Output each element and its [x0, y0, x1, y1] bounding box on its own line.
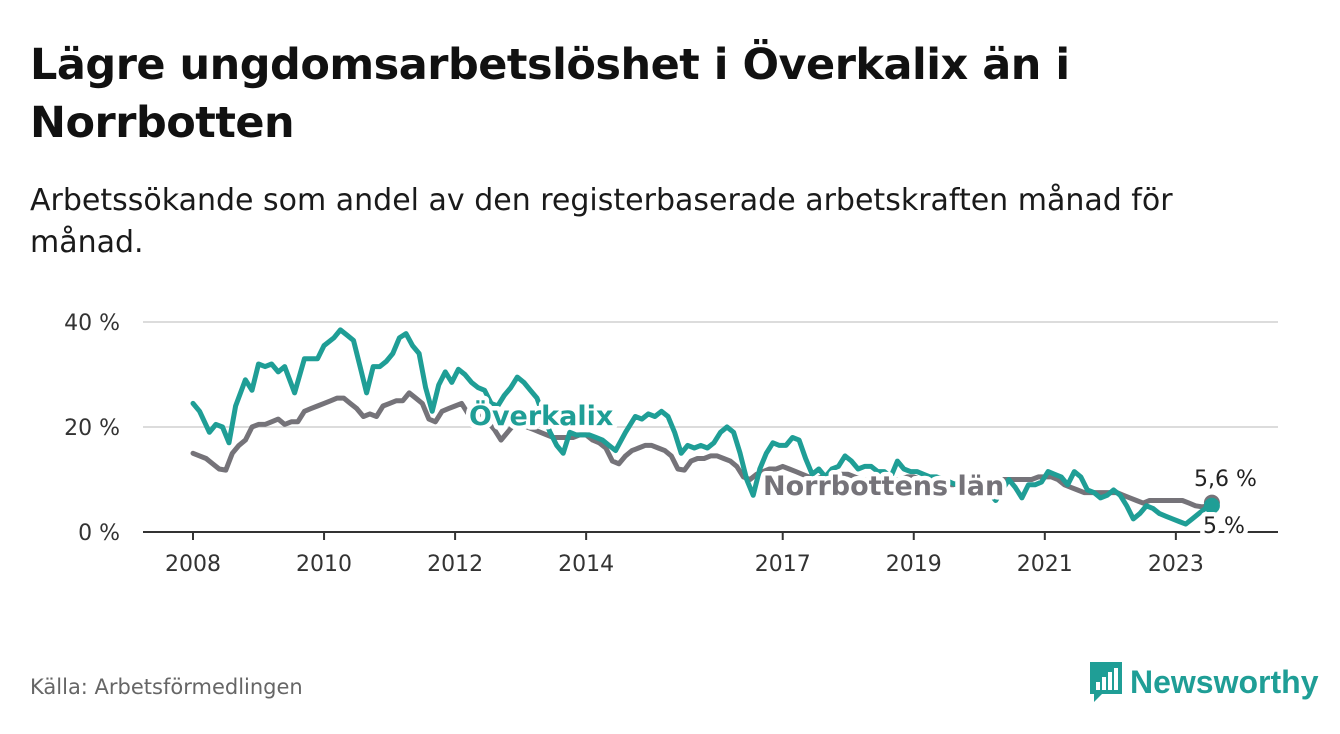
- end-label-norrbotten-halo: 5,6 %: [1194, 467, 1257, 492]
- source-note: Källa: Arbetsförmedlingen: [30, 675, 303, 699]
- overkalix-end-marker: [1203, 497, 1220, 514]
- x-tick-label: 2010: [296, 552, 352, 577]
- x-tick-label: 2008: [165, 552, 221, 577]
- x-tick-label: 2017: [755, 552, 811, 577]
- y-tick-label: 0 %: [78, 521, 120, 546]
- series-label-overkalix: Överkalix: [469, 399, 613, 432]
- grid-layer: [143, 321, 1278, 428]
- newsworthy-logo-icon: [1090, 662, 1122, 702]
- x-tick-label: 2019: [886, 552, 942, 577]
- series-label-overkalix-halo: Överkalix: [469, 399, 613, 432]
- end-label-overkalix: 5 %: [1203, 514, 1245, 539]
- y-tick-label: 20 %: [64, 416, 120, 441]
- chart-subtitle: Arbetssökande som andel av den registerb…: [30, 183, 1173, 260]
- series-label-norrbotten: Norrbottens län: [763, 471, 1004, 502]
- y-tick-label: 40 %: [64, 311, 120, 336]
- axis-layer: 0 % 20 % 40 % 2008 2010 2012 2014 2017 2019 2021 2…: [64, 311, 1278, 577]
- x-tick-label: 2023: [1148, 552, 1204, 577]
- series-line-norrbotten: [190, 390, 1215, 510]
- x-tick-label: 2021: [1017, 552, 1073, 577]
- series-line-overkalix: [190, 327, 1215, 527]
- x-tick-label: 2014: [558, 552, 614, 577]
- chart-title: Lägre ungdomsarbetslöshet i Överkalix än…: [30, 40, 1070, 148]
- end-label-norrbotten: 5,6 %: [1194, 467, 1257, 492]
- brand-name: Newsworthy: [1130, 663, 1319, 700]
- series-label-norrbotten-halo: Norrbottens län: [763, 471, 1004, 502]
- x-tick-label: 2012: [427, 552, 483, 577]
- newsworthy-logo[interactable]: Newsworthy: [1088, 660, 1318, 704]
- series-layer: [190, 327, 1220, 527]
- end-label-overkalix-halo: 5 %: [1203, 514, 1245, 539]
